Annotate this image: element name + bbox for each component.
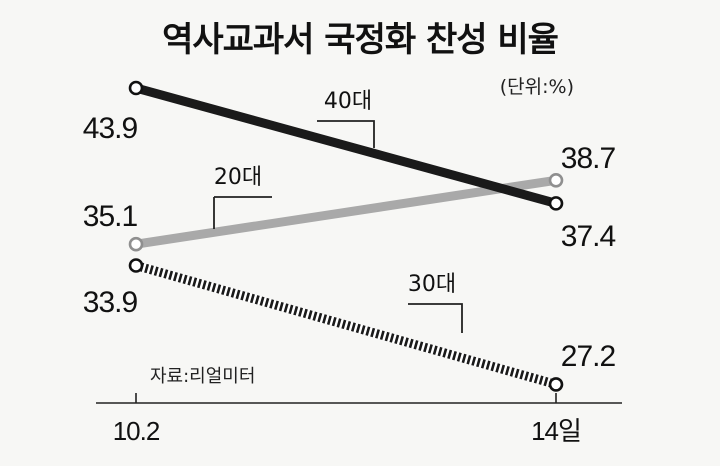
data-point-40대-1 [548, 196, 564, 211]
chart-title: 역사교과서 국정화 찬성 비율 [162, 20, 559, 60]
data-point-20대-1 [548, 173, 564, 188]
value-label-40대-1: 37.4 [561, 220, 616, 253]
value-label-20대-1: 38.7 [561, 142, 616, 175]
value-label-30대-1: 27.2 [561, 340, 616, 373]
series-name-label-30대: 30대 [408, 272, 456, 297]
data-point-30대-1 [548, 377, 564, 392]
source-note: 자료:리얼미터 [150, 366, 256, 387]
callout-leader-20대 [213, 196, 272, 229]
data-point-30대-0 [128, 258, 144, 273]
series-name-label-20대: 20대 [214, 165, 262, 190]
unit-label: (단위:%) [499, 76, 574, 98]
value-label-20대-0: 35.1 [83, 200, 138, 233]
data-point-20대-0 [128, 236, 144, 252]
x-tick-label: 14일 [531, 416, 581, 446]
callout-leader-30대 [408, 303, 463, 333]
value-label-30대-0: 33.9 [83, 286, 138, 319]
value-label-40대-0: 43.9 [83, 112, 138, 145]
data-point-40대-0 [128, 80, 144, 96]
callout-leader-40대 [317, 120, 375, 148]
series-name-label-40대: 40대 [324, 89, 372, 114]
x-tick-label: 10.2 [113, 416, 160, 446]
series-line-30대 [139, 262, 554, 388]
series-line-20대 [135, 175, 557, 249]
series-line-40대 [134, 83, 558, 208]
series-line-30대-bg [134, 261, 558, 389]
